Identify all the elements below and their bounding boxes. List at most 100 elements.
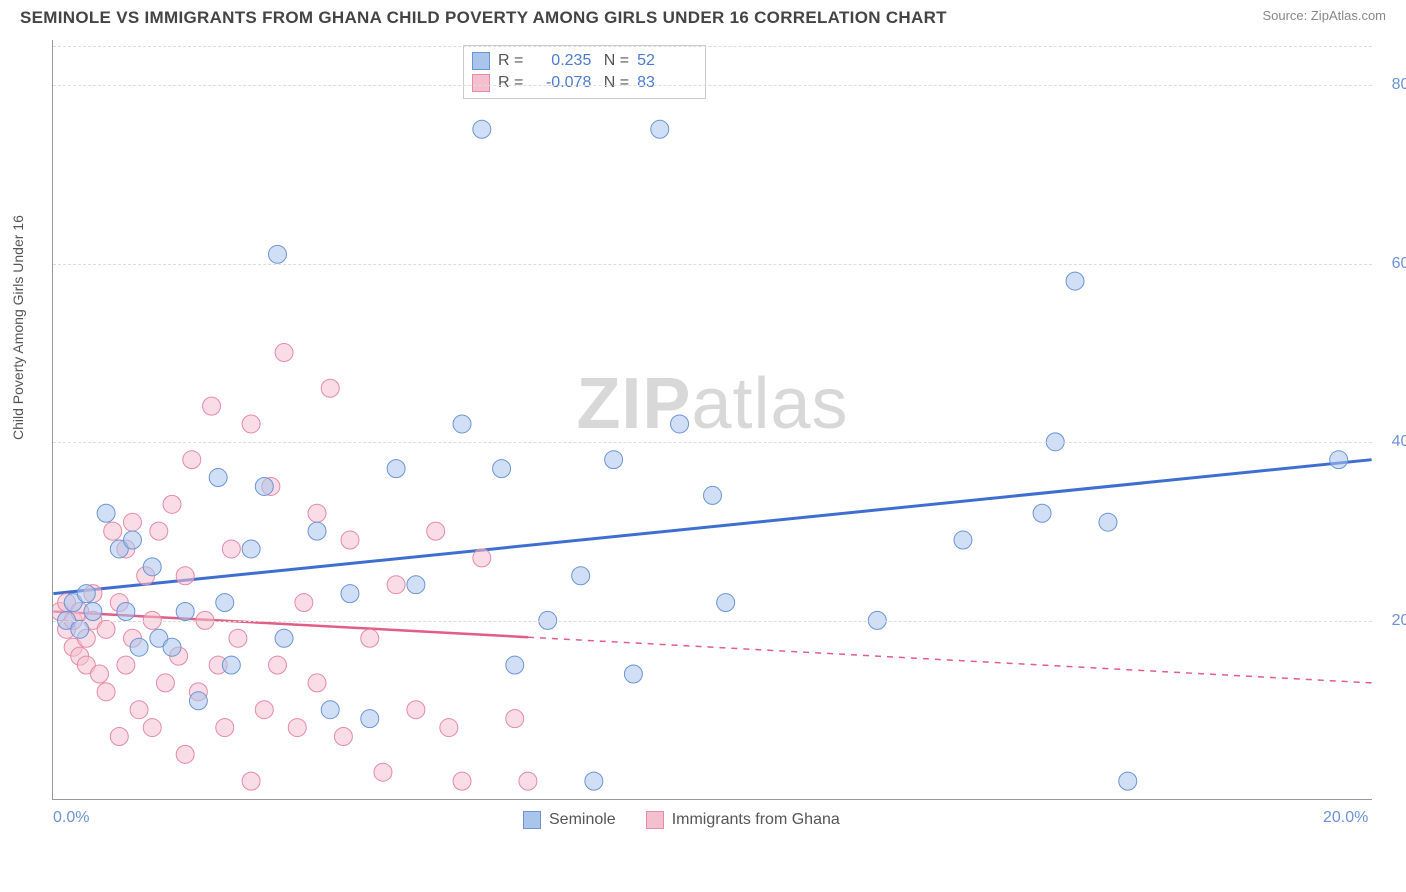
y-tick-label: 80.0% <box>1392 76 1406 94</box>
stat-n-label: N = <box>599 52 629 70</box>
data-point <box>1033 504 1051 522</box>
data-point <box>150 522 168 540</box>
correlation-stats-box: R = 0.235 N = 52 R = -0.078 N = 83 <box>463 45 706 99</box>
y-axis-label: Child Poverty Among Girls Under 16 <box>10 215 26 440</box>
gridline <box>53 442 1372 443</box>
data-point <box>163 495 181 513</box>
data-point <box>605 451 623 469</box>
data-point <box>229 629 247 647</box>
data-point <box>143 558 161 576</box>
data-point <box>275 344 293 362</box>
gridline <box>53 46 1372 47</box>
bottom-legend: Seminole Immigrants from Ghana <box>523 811 840 829</box>
legend-swatch-icon <box>646 811 664 829</box>
data-point <box>110 728 128 746</box>
data-point <box>130 638 148 656</box>
data-point <box>176 745 194 763</box>
data-point <box>321 701 339 719</box>
data-point <box>572 567 590 585</box>
y-tick-label: 60.0% <box>1392 255 1406 273</box>
data-point <box>651 120 669 138</box>
data-point <box>183 451 201 469</box>
data-point <box>222 540 240 558</box>
data-point <box>1066 272 1084 290</box>
data-point <box>268 245 286 263</box>
data-point <box>97 620 115 638</box>
plot-area: ZIPatlas R = 0.235 N = 52 R = -0.078 N =… <box>52 40 1372 800</box>
y-tick-label: 20.0% <box>1392 612 1406 630</box>
data-point <box>387 460 405 478</box>
stat-n-value: 52 <box>637 52 697 70</box>
data-point <box>427 522 445 540</box>
data-point <box>473 549 491 567</box>
data-point <box>255 477 273 495</box>
data-point <box>216 719 234 737</box>
trendline-dashed <box>528 637 1372 683</box>
stat-row: R = -0.078 N = 83 <box>472 72 697 94</box>
stat-swatch-icon <box>472 74 490 92</box>
data-point <box>242 540 260 558</box>
data-point <box>440 719 458 737</box>
data-point <box>506 710 524 728</box>
data-point <box>704 486 722 504</box>
data-point <box>123 531 141 549</box>
stat-n-label: N = <box>599 74 629 92</box>
data-point <box>143 719 161 737</box>
data-point <box>77 585 95 603</box>
data-point <box>295 594 313 612</box>
data-point <box>321 379 339 397</box>
data-point <box>275 629 293 647</box>
scatter-svg <box>53 40 1372 799</box>
stat-r-label: R = <box>498 74 523 92</box>
data-point <box>1119 772 1137 790</box>
data-point <box>361 629 379 647</box>
data-point <box>268 656 286 674</box>
data-point <box>453 415 471 433</box>
trendline <box>53 460 1371 594</box>
data-point <box>624 665 642 683</box>
data-point <box>203 397 221 415</box>
legend-swatch-icon <box>523 811 541 829</box>
legend-item-seminole: Seminole <box>523 811 616 829</box>
stat-r-label: R = <box>498 52 523 70</box>
legend-label: Immigrants from Ghana <box>672 811 840 829</box>
gridline <box>53 621 1372 622</box>
data-point <box>407 701 425 719</box>
data-point <box>954 531 972 549</box>
data-point <box>341 585 359 603</box>
data-point <box>506 656 524 674</box>
data-point <box>209 469 227 487</box>
data-point <box>473 120 491 138</box>
data-point <box>123 513 141 531</box>
data-point <box>493 460 511 478</box>
data-point <box>156 674 174 692</box>
data-point <box>361 710 379 728</box>
gridline <box>53 85 1372 86</box>
data-point <box>519 772 537 790</box>
stat-r-value: -0.078 <box>531 74 591 92</box>
data-point <box>242 772 260 790</box>
stat-r-value: 0.235 <box>531 52 591 70</box>
data-point <box>308 504 326 522</box>
data-point <box>717 594 735 612</box>
chart-title: SEMINOLE VS IMMIGRANTS FROM GHANA CHILD … <box>20 8 947 28</box>
data-point <box>222 656 240 674</box>
source-label: Source: ZipAtlas.com <box>1262 8 1386 23</box>
data-point <box>255 701 273 719</box>
data-point <box>1330 451 1348 469</box>
data-point <box>334 728 352 746</box>
data-point <box>176 567 194 585</box>
data-point <box>453 772 471 790</box>
stat-swatch-icon <box>472 52 490 70</box>
data-point <box>97 504 115 522</box>
data-point <box>97 683 115 701</box>
legend-label: Seminole <box>549 811 616 829</box>
data-point <box>288 719 306 737</box>
data-point <box>189 692 207 710</box>
data-point <box>71 620 89 638</box>
data-point <box>104 522 122 540</box>
data-point <box>176 602 194 620</box>
x-tick-label: 20.0% <box>1323 809 1368 827</box>
data-point <box>117 602 135 620</box>
data-point <box>585 772 603 790</box>
